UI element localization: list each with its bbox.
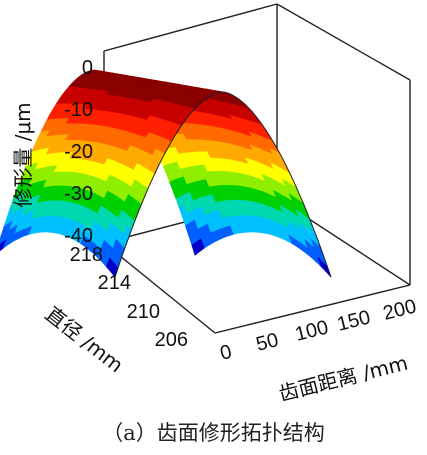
y-axis-line — [103, 242, 216, 334]
surface-front-edge — [114, 91, 332, 278]
x-tick-label: 100 — [293, 316, 331, 345]
surface-plot — [0, 69, 332, 278]
back-top-edge — [103, 3, 278, 52]
x-axis-line — [214, 284, 411, 334]
y-tick-label: 206 — [155, 329, 188, 351]
z-tick-label: -20 — [64, 141, 93, 163]
y-axis-label: 直径 /mm — [41, 302, 128, 378]
z-tick-label: -30 — [64, 183, 93, 205]
x-tick-label: 150 — [335, 306, 373, 335]
z-tick-label: 0 — [82, 57, 93, 79]
x-tick-label: 200 — [381, 295, 419, 324]
z-tick-label: -10 — [64, 99, 93, 121]
x-tick-label: 0 — [218, 341, 234, 365]
z-axis-label: 修形量 /μm — [11, 102, 35, 207]
y-tick-label: 214 — [98, 272, 131, 294]
x-tick-label: 50 — [254, 329, 281, 356]
figure-caption: （a）齿面修形拓扑结构 — [102, 421, 325, 445]
x-axis-label: 齿面距离 /mm — [276, 351, 410, 406]
right-top-edge — [276, 3, 411, 81]
z-tick-label: -40 — [64, 225, 93, 247]
y-tick-label: 218 — [70, 244, 103, 266]
y-tick-label: 210 — [127, 301, 160, 323]
